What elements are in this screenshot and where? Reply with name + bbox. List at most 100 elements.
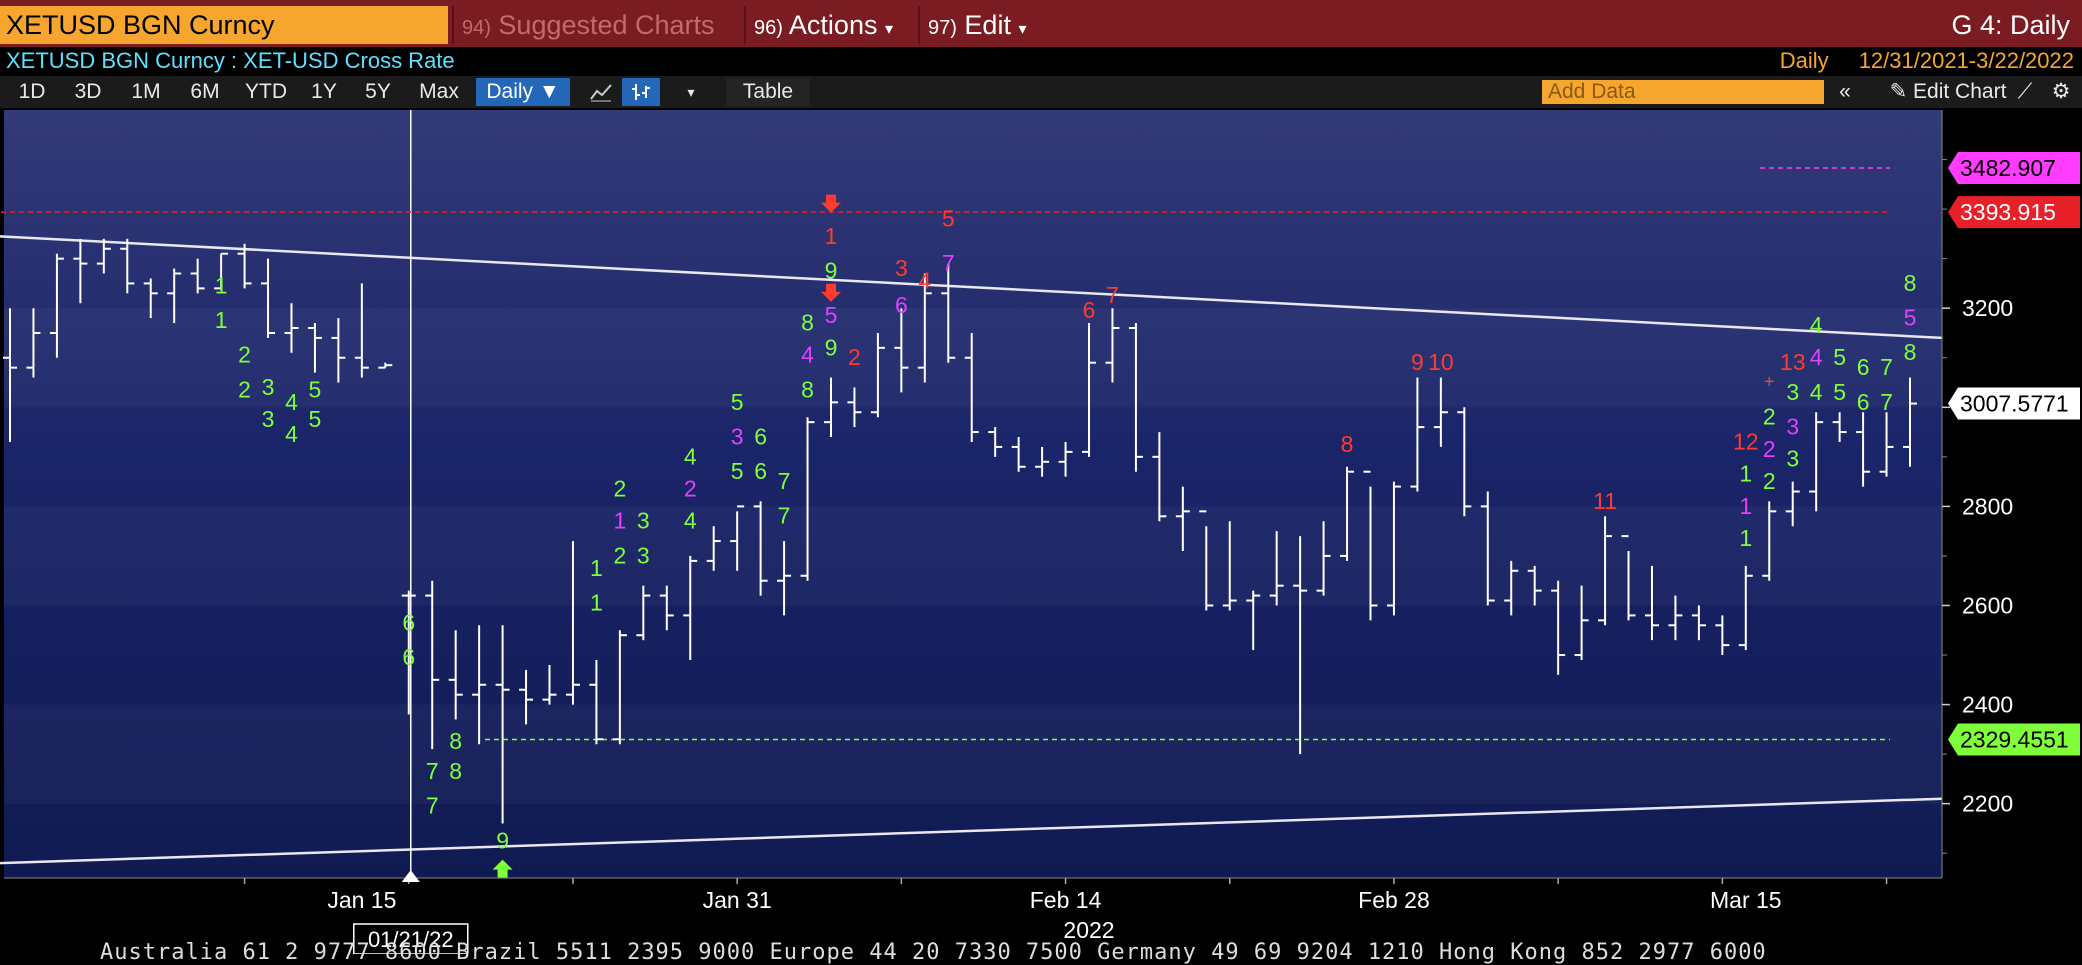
ohlc-bar (401, 590, 416, 715)
ohlc-bar (1879, 412, 1894, 477)
td-count-label: 4 (285, 421, 298, 447)
td-count-label: 13 (1780, 349, 1806, 375)
period-max-button[interactable]: Max (419, 80, 459, 103)
chart-type-dropdown-icon[interactable]: ▾ (687, 84, 695, 100)
ohlc-bar (73, 238, 88, 304)
td-count-label: 3 (1786, 379, 1799, 405)
td-count-label: 5 (1833, 379, 1846, 405)
ohlc-bar (683, 555, 698, 660)
ohlc-bar (307, 323, 322, 373)
caret-down-icon: ▾ (1018, 21, 1027, 38)
line-chart-icon[interactable] (584, 78, 618, 106)
td-count-label: 6 (1857, 389, 1870, 415)
td-count-label: 5 (309, 406, 322, 432)
ohlc-bar (1340, 466, 1355, 561)
period-1m-button[interactable]: 1M (131, 80, 161, 103)
suggested-charts-button[interactable]: 94) Suggested Charts (452, 6, 742, 44)
ohlc-bar (1035, 446, 1050, 477)
td-count-label: 7 (1880, 389, 1893, 415)
frequency-dropdown[interactable]: Daily ▼ (476, 78, 570, 106)
td-count-label: 9 (1411, 349, 1424, 375)
x-tick-label: Jan 31 (703, 887, 772, 913)
td-count-label: 3 (262, 374, 275, 400)
td-count-label: 8 (449, 758, 462, 784)
ohlc-bar (1504, 560, 1519, 616)
period-3d-button[interactable]: 3D (74, 80, 102, 103)
table-button[interactable]: Table (726, 78, 810, 106)
td-count-label: 1 (825, 223, 838, 249)
td-count-label: 2 (238, 342, 251, 368)
td-count-label: 5 (731, 389, 744, 415)
edit-menu[interactable]: 97) Edit ▾ (918, 6, 1048, 44)
ohlc-bar (1457, 407, 1472, 517)
ohlc-bar (800, 417, 815, 581)
date-range: 12/31/2021-3/22/2022 (1858, 48, 2074, 73)
ohlc-bar (1856, 412, 1871, 487)
crosshair-date-label: 01/21/22 (353, 870, 469, 955)
period-1d-button[interactable]: 1D (18, 80, 46, 103)
td-count-label: 7 (426, 758, 439, 784)
td-count-label: 8 (801, 309, 814, 335)
ohlc-bar (1082, 323, 1097, 457)
td-count-label: 8 (1904, 270, 1917, 296)
ohlc-bar (1433, 377, 1448, 447)
ohlc-bar (1598, 516, 1613, 626)
security-description: XETUSD BGN Curncy : XET-USD Cross Rate (6, 48, 455, 73)
ohlc-bar (120, 238, 135, 294)
ohlc-bar (495, 625, 510, 824)
period-ytd-button[interactable]: YTD (245, 80, 287, 103)
td-count-label: 3 (637, 508, 650, 534)
gear-icon[interactable]: ⚙ (2051, 80, 2071, 103)
crosshair-date-text: 01/21/22 (368, 927, 454, 952)
ohlc-bar (565, 541, 580, 705)
bar-chart-icon[interactable] (622, 78, 660, 106)
drawing-tool-icon[interactable]: ⟋ (2017, 80, 2033, 103)
td-count-label: 1 (1739, 493, 1752, 519)
collapse-icon[interactable]: « (1839, 80, 1851, 103)
ohlc-bar (1621, 535, 1636, 621)
td-count-label: 1 (1739, 461, 1752, 487)
td-count-label: 9 (825, 257, 838, 283)
ohlc-bar (823, 377, 838, 438)
add-data-input[interactable]: Add Data (1542, 80, 1824, 104)
ohlc-bar (917, 273, 932, 383)
td-count-label: 5 (825, 302, 838, 328)
ohlc-bar (261, 258, 276, 338)
ohlc-bar (167, 268, 182, 324)
ohlc-bar (941, 263, 956, 363)
edit-chart-button[interactable]: ✎ Edit Chart (1889, 80, 2007, 103)
ohlc-bar (964, 332, 979, 442)
td-count-label: 1 (590, 589, 603, 615)
td-count-label: 5 (942, 205, 955, 231)
ohlc-bar (730, 505, 745, 571)
actions-menu[interactable]: 96) Actions ▾ (744, 6, 916, 44)
ohlc-bar (1832, 412, 1847, 442)
ohlc-bar (612, 630, 627, 745)
period-6m-button[interactable]: 6M (190, 80, 220, 103)
ohlc-bar (1903, 377, 1917, 467)
td-count-label: 6 (754, 458, 767, 484)
sell-signal-arrow-icon (820, 283, 841, 302)
td-count-label: 2 (1763, 468, 1776, 494)
period-1y-button[interactable]: 1Y (311, 80, 337, 103)
grid-band (4, 705, 1942, 804)
td-count-label: 11 (1593, 488, 1617, 514)
ohlc-bar (589, 659, 604, 745)
ticker-input[interactable]: XETUSD BGN Curncy (0, 6, 448, 44)
ohlc-bar (1363, 470, 1378, 621)
trendline (0, 797, 1943, 865)
security-bar: XETUSD BGN Curncy : XET-USD Cross Rate D… (0, 47, 2082, 75)
td-count-label: 4 (684, 508, 697, 534)
td-count-label: 1 (215, 307, 228, 333)
ohlc-bar (96, 238, 111, 274)
ohlc-bar (1011, 437, 1026, 472)
price-bars (3, 238, 1917, 824)
td-count-label: 3 (262, 406, 275, 432)
td-count-label: 2 (1763, 404, 1776, 430)
ohlc-bar (143, 278, 158, 319)
ohlc-bar (1785, 481, 1800, 527)
ohlc-bar (636, 585, 651, 641)
period-5y-button[interactable]: 5Y (365, 80, 391, 103)
